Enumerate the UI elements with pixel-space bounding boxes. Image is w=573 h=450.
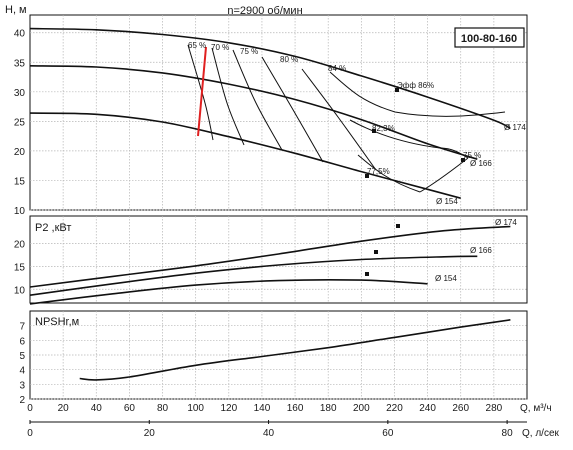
x-tick-label-m3h: 100 [187,403,204,414]
head-y-tick-label: 10 [14,206,26,217]
efficiency-isoline-82 [349,119,469,159]
efficiency-label: 75 % [240,47,258,56]
x-tick-label-m3h: 120 [220,403,237,414]
head-y-tick-label: 35 [14,58,26,69]
npsh-y-tick-label: 5 [19,351,25,362]
efficiency-isoline-1 [211,47,245,146]
model-label-box [454,27,525,48]
x-axis-label-m3h: Q, м³/ч [520,403,552,414]
power-y-axis-label: P2 ,кВт [35,222,71,234]
efficiency-label: 77,5% [367,167,390,176]
efficiency-isoline-0 [187,44,214,141]
head-curve-2 [29,112,461,199]
efficiency-isoline-77 [357,154,421,193]
head-y-tick-label: 40 [14,29,26,40]
x-tick-label-m3h: 40 [91,403,103,414]
operating-point-marker [365,272,369,276]
head-y-tick-label: 20 [14,147,26,158]
head-series-label: Ø 174 [504,123,526,132]
efficiency-label: 70 % [211,43,229,52]
npsh-y-tick-label: 6 [19,336,25,347]
head-curve-1 [29,65,478,160]
power-curve-1 [29,255,478,296]
model-label: 100-80-160 [461,33,517,45]
x-tick-label-m3h: 20 [58,403,70,414]
x-tick-label-ls: 0 [27,428,33,439]
efficiency-isoline-2 [232,49,283,151]
efficiency-label: 75 % [463,151,481,160]
x-tick-label-m3h: 280 [486,403,503,414]
efficiency-isoline-3 [261,56,324,163]
head-series-label: Ø 154 [436,197,458,206]
x-tick-label-m3h: 160 [287,403,304,414]
npsh-y-tick-label: 2 [19,395,25,406]
efficiency-isoline-4 [301,68,377,171]
x-tick-label-m3h: 260 [452,403,469,414]
x-tick-label-ls: 40 [263,428,275,439]
power-series-label: Ø 154 [435,274,457,283]
head-y-tick-label: 30 [14,88,26,99]
operating-point-marker [372,129,376,133]
npsh-y-tick-label: 7 [19,322,25,333]
head-curve-0 [29,27,511,130]
npsh-y-tick-label: 4 [19,366,25,377]
power-curve-2 [29,279,428,305]
power-series-label: Ø 166 [470,246,492,255]
operating-point-marker [395,88,399,92]
head-y-tick-label: 15 [14,176,26,187]
efficiency-label: 80 % [280,55,298,64]
efficiency-label: 82,3% [372,124,395,133]
efficiency-isoline-84-loop [329,71,506,117]
x-tick-label-m3h: 80 [157,403,169,414]
head-panel-frame [29,14,528,211]
efficiency-label: 84 % [328,64,346,73]
head-series-label: Ø 166 [470,159,492,168]
chart-title: n=2900 об/мин [227,5,302,17]
efficiency-label: 65 % [188,41,206,50]
x-axis-label-ls: Q, л/сек [522,428,560,439]
npsh-curve-0 [79,319,511,381]
efficiency-label: Эфф 86% [397,81,434,90]
npsh-y-tick-label: 3 [19,380,25,391]
x-tick-label-m3h: 220 [386,403,403,414]
x-tick-label-ls: 80 [502,428,514,439]
power-curve-0 [29,225,511,288]
operating-point-marker [365,174,369,178]
x-tick-label-ls: 20 [144,428,156,439]
x-tick-label-m3h: 60 [124,403,136,414]
power-panel-frame [29,215,528,304]
operating-point-marker [461,158,465,162]
power-y-tick-label: 20 [14,239,26,250]
x-tick-label-m3h: 0 [27,403,33,414]
minimum-flow-line [197,46,207,137]
x-tick-label-m3h: 240 [419,403,436,414]
power-series-label: Ø 174 [495,218,517,227]
head-y-tick-label: 25 [14,117,26,128]
x-tick-label-m3h: 140 [254,403,271,414]
operating-point-marker [396,224,400,228]
x-tick-label-m3h: 180 [320,403,337,414]
power-y-tick-label: 10 [14,285,26,296]
power-y-tick-label: 15 [14,262,26,273]
operating-point-marker [374,250,378,254]
x-tick-label-m3h: 200 [353,403,370,414]
x-tick-label-ls: 60 [382,428,394,439]
head-y-axis-label: H, м [5,4,27,16]
npsh-y-axis-label: NPSHr,м [35,316,79,328]
